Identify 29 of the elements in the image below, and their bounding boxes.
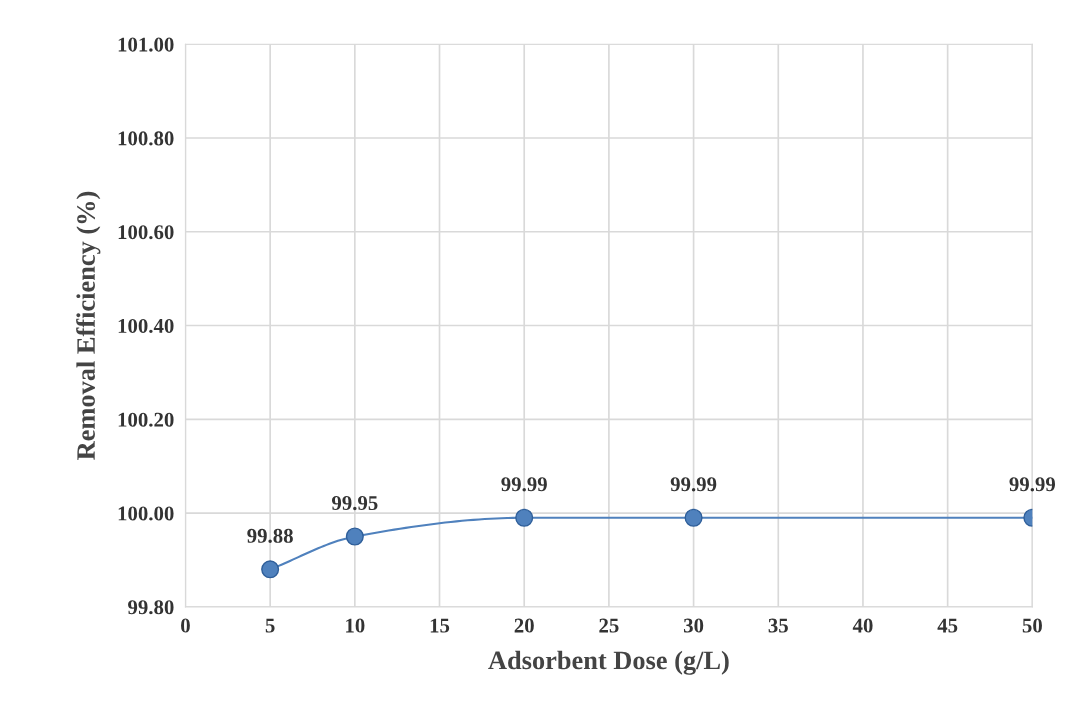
y-tick-label: 100.80 bbox=[118, 131, 174, 146]
y-tick-label: 100.40 bbox=[118, 318, 174, 334]
x-tick-label: 15 bbox=[430, 618, 450, 633]
y-tick-label: 99.80 bbox=[128, 600, 174, 615]
x-axis-title: Adsorbent Dose (g/L) bbox=[488, 650, 729, 675]
y-axis-title: Removal Efficiency (%) bbox=[76, 191, 101, 460]
point bbox=[345, 527, 364, 546]
data-label: 99.88 bbox=[247, 528, 293, 543]
point bbox=[515, 508, 534, 527]
x-tick-label: 35 bbox=[768, 618, 788, 633]
data-label: 99.99 bbox=[501, 477, 547, 492]
x-tick-label: 30 bbox=[683, 618, 704, 633]
x-tick-label: 50 bbox=[1022, 618, 1042, 633]
y-tick-label: 100.60 bbox=[118, 225, 174, 240]
y-tick-label: 101.00 bbox=[118, 37, 174, 52]
data-label: 99.99 bbox=[1009, 477, 1056, 492]
x-tick-label: 20 bbox=[514, 618, 534, 633]
x-tick-label: 0 bbox=[181, 618, 190, 633]
data-label: 99.99 bbox=[670, 477, 717, 492]
y-tick-label: 100.00 bbox=[118, 506, 174, 521]
y-tick-label: 100.20 bbox=[118, 412, 174, 427]
point bbox=[261, 560, 280, 579]
x-tick-label: 40 bbox=[852, 618, 873, 633]
point bbox=[684, 508, 703, 527]
data-label: 99.95 bbox=[331, 496, 378, 511]
x-tick-label: 10 bbox=[346, 618, 365, 633]
x-tick-label: 45 bbox=[937, 618, 958, 633]
x-tick-label: 25 bbox=[599, 618, 619, 633]
x-tick-label: 5 bbox=[265, 618, 275, 633]
